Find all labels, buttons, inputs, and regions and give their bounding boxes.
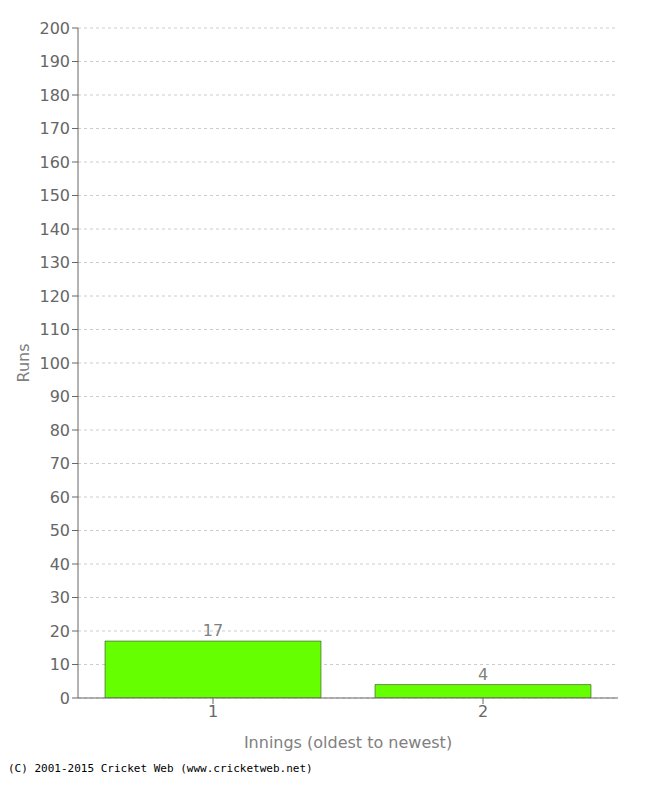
svg-text:160: 160 — [39, 153, 70, 172]
svg-text:1: 1 — [208, 702, 218, 721]
svg-text:150: 150 — [39, 186, 70, 205]
svg-text:0: 0 — [60, 689, 70, 708]
svg-text:180: 180 — [39, 86, 70, 105]
svg-text:Runs: Runs — [14, 343, 33, 382]
svg-text:80: 80 — [50, 421, 70, 440]
svg-text:90: 90 — [50, 387, 70, 406]
svg-text:130: 130 — [39, 253, 70, 272]
svg-text:4: 4 — [478, 665, 488, 684]
svg-text:40: 40 — [50, 555, 70, 574]
svg-text:70: 70 — [50, 454, 70, 473]
svg-text:17: 17 — [203, 621, 223, 640]
svg-text:2: 2 — [478, 702, 488, 721]
svg-text:190: 190 — [39, 52, 70, 71]
svg-text:200: 200 — [39, 19, 70, 38]
svg-text:Innings (oldest to newest): Innings (oldest to newest) — [244, 733, 452, 752]
svg-text:10: 10 — [50, 655, 70, 674]
html-text:(C) 2001-2015 Cricket Web (www: (C) 2001-2015 Cricket Web (www.cricketwe… — [8, 762, 313, 775]
svg-text:140: 140 — [39, 220, 70, 239]
svg-text:120: 120 — [39, 287, 70, 306]
svg-text:110: 110 — [39, 320, 70, 339]
svg-text:60: 60 — [50, 488, 70, 507]
svg-text:50: 50 — [50, 521, 70, 540]
svg-text:100: 100 — [39, 354, 70, 373]
svg-text:30: 30 — [50, 588, 70, 607]
svg-text:170: 170 — [39, 119, 70, 138]
svg-text:20: 20 — [50, 622, 70, 641]
